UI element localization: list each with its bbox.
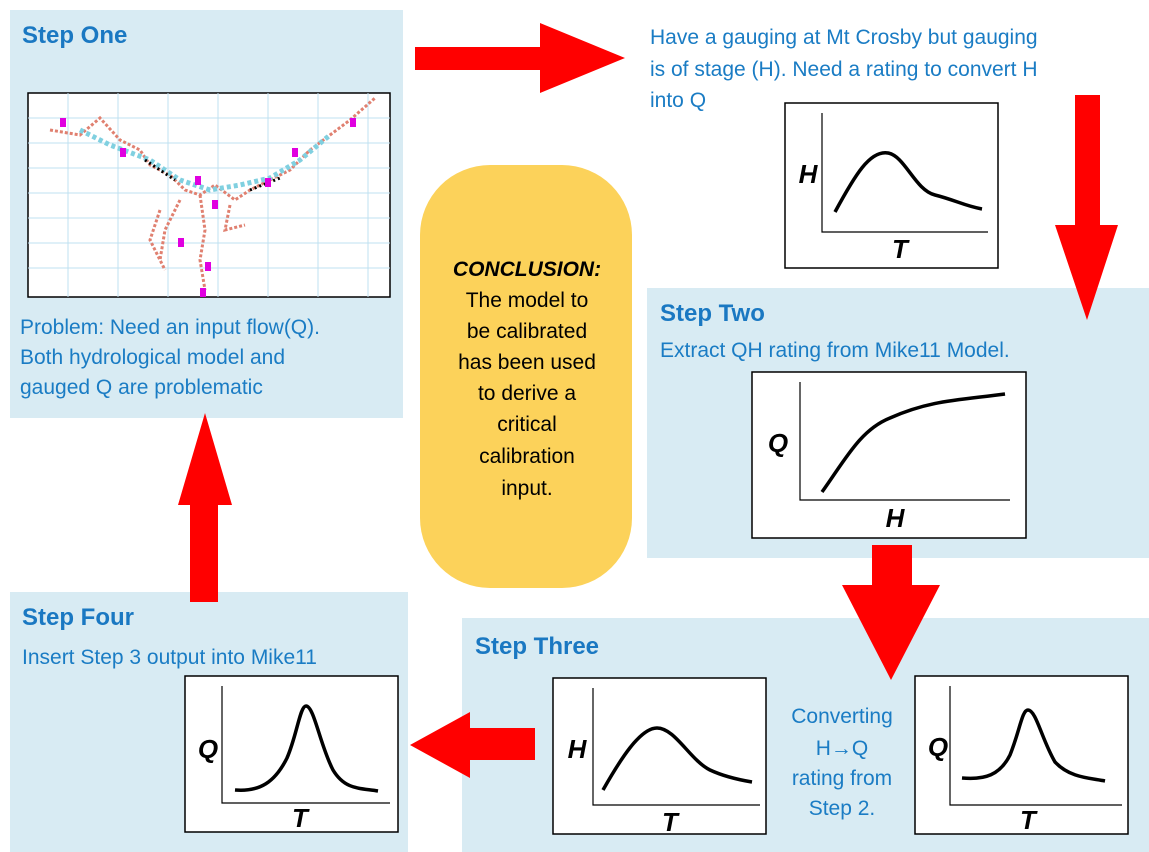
y-axis-label: H [568,734,588,764]
conclusion-text: The model to [466,289,589,312]
step-two-title: Step Two [660,300,765,327]
step-three-text: Step 2. [809,797,876,820]
step-three-text: H→Q [816,737,869,760]
x-axis-label: H [886,503,906,533]
sketch-chart: H T [784,102,999,269]
arrow-left [410,712,535,778]
gauging-note: Have a gauging at Mt Crosby but gauging [650,26,1038,49]
step-one-text: Both hydrological model and [20,346,285,369]
step-one-title: Step One [22,22,127,49]
y-axis-label: Q [928,732,948,762]
arrow-down [842,545,940,680]
y-axis-label: Q [198,734,218,764]
conclusion-text: critical [497,413,557,436]
arrow-right [415,23,625,93]
step-four-text: Insert Step 3 output into Mike11 [22,646,317,669]
step-four-title: Step Four [22,604,134,631]
sketch-chart: H T [552,677,767,837]
step-three-text: rating from [792,767,892,790]
arrow-down [1055,95,1118,320]
step-one-text: gauged Q are problematic [20,376,263,399]
arrow-up [178,413,232,602]
gauging-note: is of stage (H). Need a rating to conver… [650,58,1038,81]
x-axis-label: T [292,803,310,833]
step-three-text: Converting [791,705,893,728]
gauging-note: into Q [650,89,706,112]
conclusion-text: calibration [479,445,575,468]
step-three-title: Step Three [475,633,599,660]
step-two-text: Extract QH rating from Mike11 Model. [660,339,1010,362]
conclusion-text: be calibrated [467,320,587,343]
x-axis-label: T [662,807,680,837]
conclusion-text: to derive a [478,382,576,405]
step-one-text: Problem: Need an input flow(Q). [20,316,320,339]
sketch-chart: Q T [914,675,1129,835]
y-axis-label: Q [768,428,788,458]
conclusion-panel [420,165,632,588]
conclusion-text: has been used [458,351,596,374]
x-axis-label: T [892,234,910,264]
conclusion-heading: CONCLUSION: [453,258,601,281]
sketch-chart: Q T [184,675,399,833]
x-axis-label: T [1020,805,1038,835]
network-map [27,92,391,298]
sketch-chart: Q H [751,371,1027,539]
y-axis-label: H [799,159,819,189]
conclusion-text: input. [501,477,552,500]
